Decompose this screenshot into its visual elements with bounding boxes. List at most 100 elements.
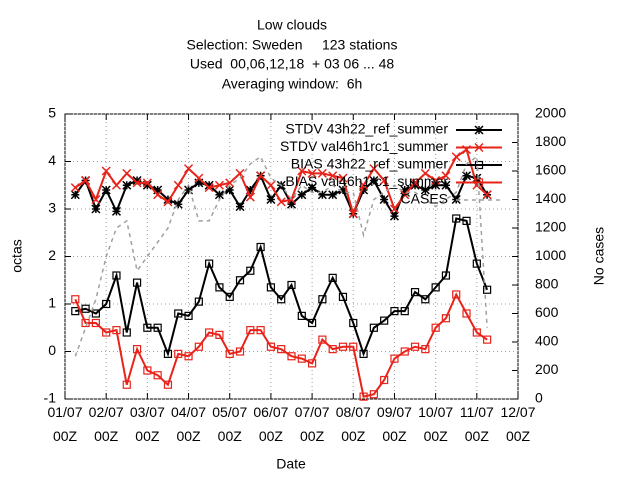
marker xyxy=(246,266,255,275)
marker xyxy=(174,309,183,318)
marker xyxy=(256,326,265,335)
marker xyxy=(328,345,337,354)
marker xyxy=(143,323,152,332)
marker xyxy=(328,273,337,282)
marker xyxy=(369,164,379,174)
marker xyxy=(101,185,111,195)
marker xyxy=(359,180,369,190)
y2-tick-label: 1000 xyxy=(535,247,566,263)
y2-tick-label: 600 xyxy=(535,304,559,320)
series-line xyxy=(74,155,488,357)
marker xyxy=(472,328,481,337)
marker xyxy=(184,164,194,174)
marker xyxy=(328,171,338,181)
marker xyxy=(297,166,307,176)
y2-tick-label: 2000 xyxy=(535,105,566,121)
marker xyxy=(380,316,389,325)
marker xyxy=(369,175,379,186)
marker xyxy=(359,185,369,195)
x-tick-label: 02/07 00Z xyxy=(89,404,124,444)
marker xyxy=(349,318,358,328)
x-tick-label: 07/07 00Z xyxy=(295,404,330,444)
marker xyxy=(91,318,100,328)
marker xyxy=(472,173,482,183)
marker xyxy=(266,194,276,205)
marker xyxy=(91,309,100,318)
chart-title: Low clouds xyxy=(257,17,327,33)
marker xyxy=(132,175,142,186)
x-tick-label: 03/07 00Z xyxy=(130,404,165,444)
y2-tick-label: 1400 xyxy=(535,190,566,206)
marker xyxy=(441,314,451,323)
marker xyxy=(318,295,327,304)
chart-subtitle: Selection: Sweden 123 stations xyxy=(187,37,398,53)
marker xyxy=(389,204,399,214)
marker xyxy=(194,342,203,351)
marker xyxy=(431,323,440,332)
marker xyxy=(102,299,111,309)
marker xyxy=(389,211,399,221)
y-tick-label: 1 xyxy=(48,295,56,311)
x-tick-label: 12/07 00Z xyxy=(500,404,535,444)
marker xyxy=(410,180,420,190)
y-tick-label: 2 xyxy=(48,247,56,263)
y2-axis-label: No cases xyxy=(591,227,607,285)
marker xyxy=(307,168,317,178)
marker xyxy=(266,283,276,292)
marker xyxy=(348,209,358,219)
marker xyxy=(359,392,368,401)
marker xyxy=(204,183,214,193)
marker xyxy=(246,326,255,335)
marker xyxy=(328,190,338,200)
y-tick-label: 5 xyxy=(48,105,56,121)
marker xyxy=(184,352,193,361)
y-tick-label: 3 xyxy=(48,200,56,216)
marker xyxy=(400,307,409,316)
marker xyxy=(184,311,193,320)
marker xyxy=(163,380,173,389)
y2-tick-label: 1800 xyxy=(535,133,566,149)
y2-tick-label: 400 xyxy=(535,333,559,349)
marker xyxy=(112,326,121,335)
y2-tick-label: 0 xyxy=(535,390,543,406)
marker xyxy=(379,175,389,186)
x-tick-label: 06/07 00Z xyxy=(253,404,288,444)
marker xyxy=(225,178,235,188)
x-axis-label: Date xyxy=(276,456,306,472)
marker xyxy=(111,206,122,216)
x-tick-label: 04/07 00Z xyxy=(171,404,206,444)
marker xyxy=(225,185,235,195)
marker xyxy=(205,259,214,268)
legend-marker xyxy=(474,142,484,153)
y-axis-label: octas xyxy=(9,239,25,272)
marker xyxy=(81,318,90,328)
marker xyxy=(277,345,286,354)
marker xyxy=(235,202,245,212)
marker xyxy=(91,204,101,214)
marker xyxy=(173,180,183,190)
marker xyxy=(390,307,399,316)
series xyxy=(70,145,492,219)
marker xyxy=(215,330,224,339)
marker xyxy=(101,166,111,176)
marker xyxy=(111,180,122,190)
marker xyxy=(102,328,111,337)
legend-label: STDV val46h1rc1_summer xyxy=(280,138,448,154)
legend-label: STDV 43h22_ref_summer xyxy=(285,121,448,137)
legend-label: BIAS 43h22_ref_summer xyxy=(291,156,449,172)
marker xyxy=(153,323,162,332)
marker xyxy=(132,345,142,354)
y2-tick-label: 200 xyxy=(535,361,559,377)
x-tick-label: 11/07 00Z xyxy=(460,404,494,444)
marker xyxy=(70,190,80,200)
marker xyxy=(441,180,451,190)
marker xyxy=(472,259,481,268)
marker xyxy=(122,328,131,337)
marker xyxy=(286,199,297,209)
marker xyxy=(235,347,245,356)
marker xyxy=(349,342,358,351)
marker xyxy=(71,307,80,316)
marker xyxy=(380,375,389,385)
series xyxy=(71,290,492,401)
y2-tick-label: 1200 xyxy=(535,219,566,235)
